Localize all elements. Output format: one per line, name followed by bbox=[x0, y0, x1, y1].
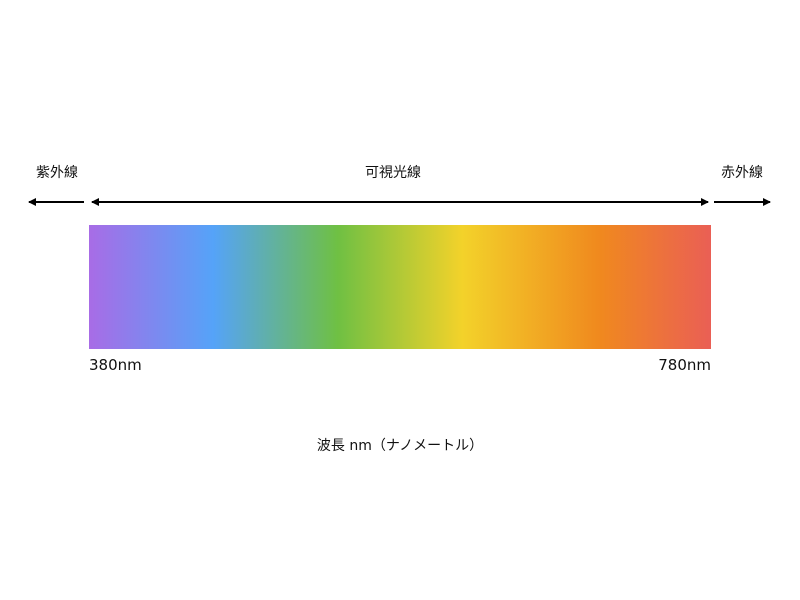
wavelength-axis-caption: 波長 nm（ナノメートル） bbox=[316, 438, 484, 454]
ultraviolet-label: 紫外線 bbox=[36, 165, 78, 181]
visible-spectrum-bar bbox=[89, 225, 711, 349]
visible-light-label: 可視光線 bbox=[365, 165, 421, 181]
min-wavelength-label: 380nm bbox=[89, 356, 142, 374]
max-wavelength-label: 780nm bbox=[658, 356, 711, 374]
infrared-label: 赤外線 bbox=[721, 165, 763, 181]
range-arrows bbox=[28, 198, 771, 206]
